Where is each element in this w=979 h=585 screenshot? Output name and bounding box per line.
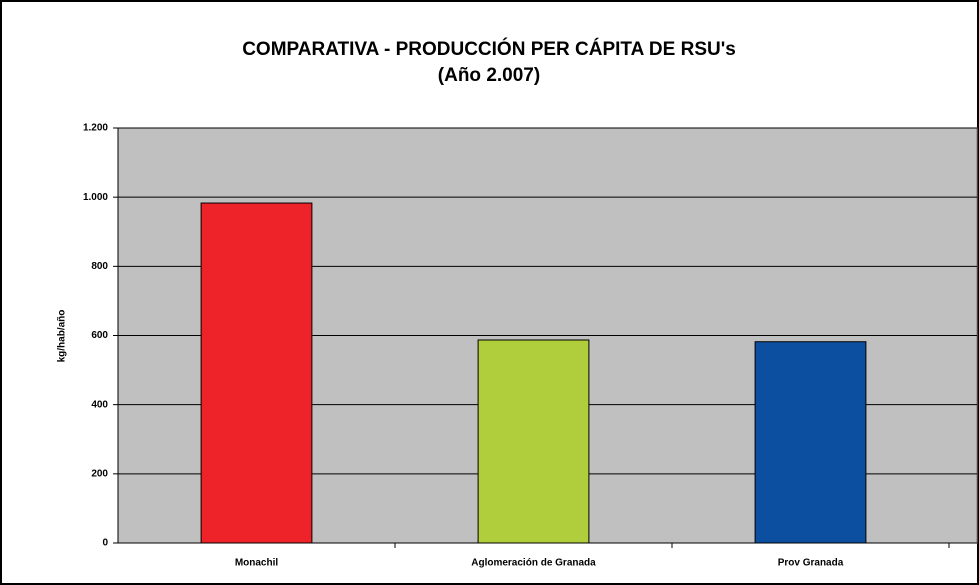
y-axis-label: kg/hab/año [57, 310, 68, 363]
bar [754, 341, 867, 544]
y-tick-label: 400 [91, 399, 108, 410]
chart-subtitle: (Año 2.007) [438, 65, 540, 86]
y-tick-label: 1.200 [83, 123, 108, 134]
y-tick-label: 200 [91, 468, 108, 479]
chart-title: COMPARATIVA - PRODUCCIÓN PER CÁPITA DE R… [242, 38, 736, 60]
bar [200, 202, 313, 544]
y-tick-label: 600 [91, 330, 108, 341]
y-tick-label: 800 [91, 261, 108, 272]
x-tick-label: Prov Granada [778, 558, 844, 569]
x-tick-label: Monachil [235, 558, 279, 569]
y-tick-label: 1.000 [83, 192, 108, 203]
bar [477, 339, 590, 544]
x-tick-label: Aglomeración de Granada [471, 558, 596, 569]
y-tick-label: 0 [102, 538, 108, 549]
